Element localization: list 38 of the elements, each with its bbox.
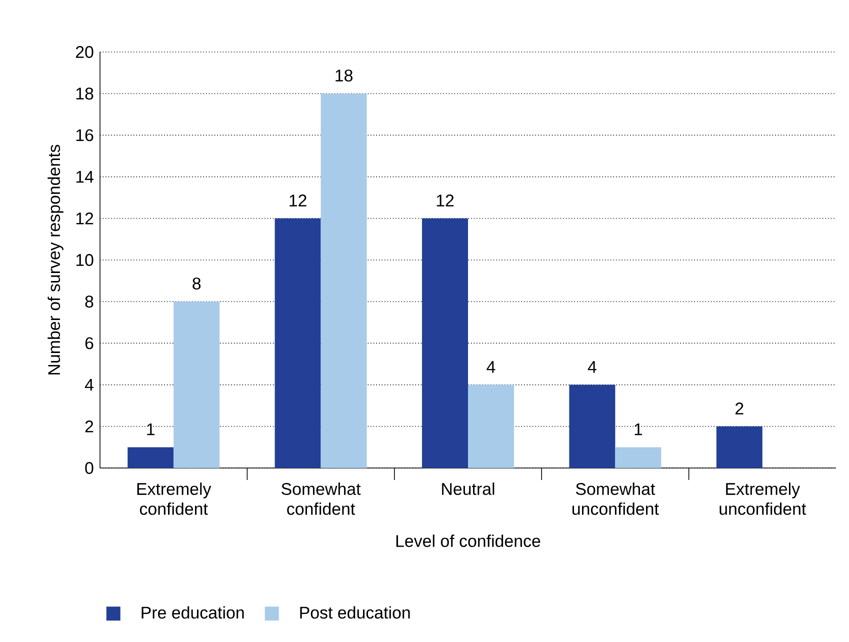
legend-label: Post education	[300, 606, 410, 619]
data-label: 2	[736, 402, 744, 414]
data-label: 1	[147, 424, 154, 436]
y-tick-label: 2	[85, 420, 94, 432]
bar	[128, 447, 174, 468]
bar	[569, 384, 616, 468]
y-tick-label: 10	[76, 254, 94, 266]
x-tick-label: Extremely unconfident	[720, 482, 806, 515]
x-tick-label: Extremely confident	[137, 482, 212, 515]
y-tick-label: 4	[84, 378, 94, 391]
y-tick-label: 0	[85, 462, 94, 474]
data-label: 8	[192, 278, 201, 290]
bar	[174, 302, 220, 468]
data-label: 1	[634, 424, 642, 436]
bar	[320, 94, 367, 468]
bar	[468, 384, 514, 468]
x-axis-title: Level of confidence	[396, 534, 540, 548]
bar	[615, 447, 662, 468]
x-tick-label: Somewhat unconfident	[572, 482, 659, 515]
data-label: 18	[336, 70, 352, 82]
x-tick-label: Somewhat confident	[282, 482, 361, 515]
x-tick-label: Neutral	[442, 482, 494, 495]
y-tick-label: 16	[76, 129, 94, 142]
data-label: 4	[486, 361, 496, 373]
data-label: 12	[290, 194, 306, 206]
bar	[716, 426, 762, 468]
bar	[422, 218, 468, 468]
y-axis-title: Number of survey respondents	[48, 144, 64, 374]
y-tick-label: 18	[76, 88, 94, 100]
bar	[274, 218, 321, 468]
y-tick-label: 20	[76, 46, 94, 58]
y-tick-label: 14	[76, 170, 94, 183]
y-tick-label: 8	[85, 296, 94, 308]
y-tick-label: 6	[85, 337, 94, 350]
data-label: 4	[588, 361, 596, 373]
legend-label: Pre education	[142, 606, 244, 619]
y-tick-label: 12	[76, 212, 94, 224]
data-label: 12	[436, 194, 454, 206]
